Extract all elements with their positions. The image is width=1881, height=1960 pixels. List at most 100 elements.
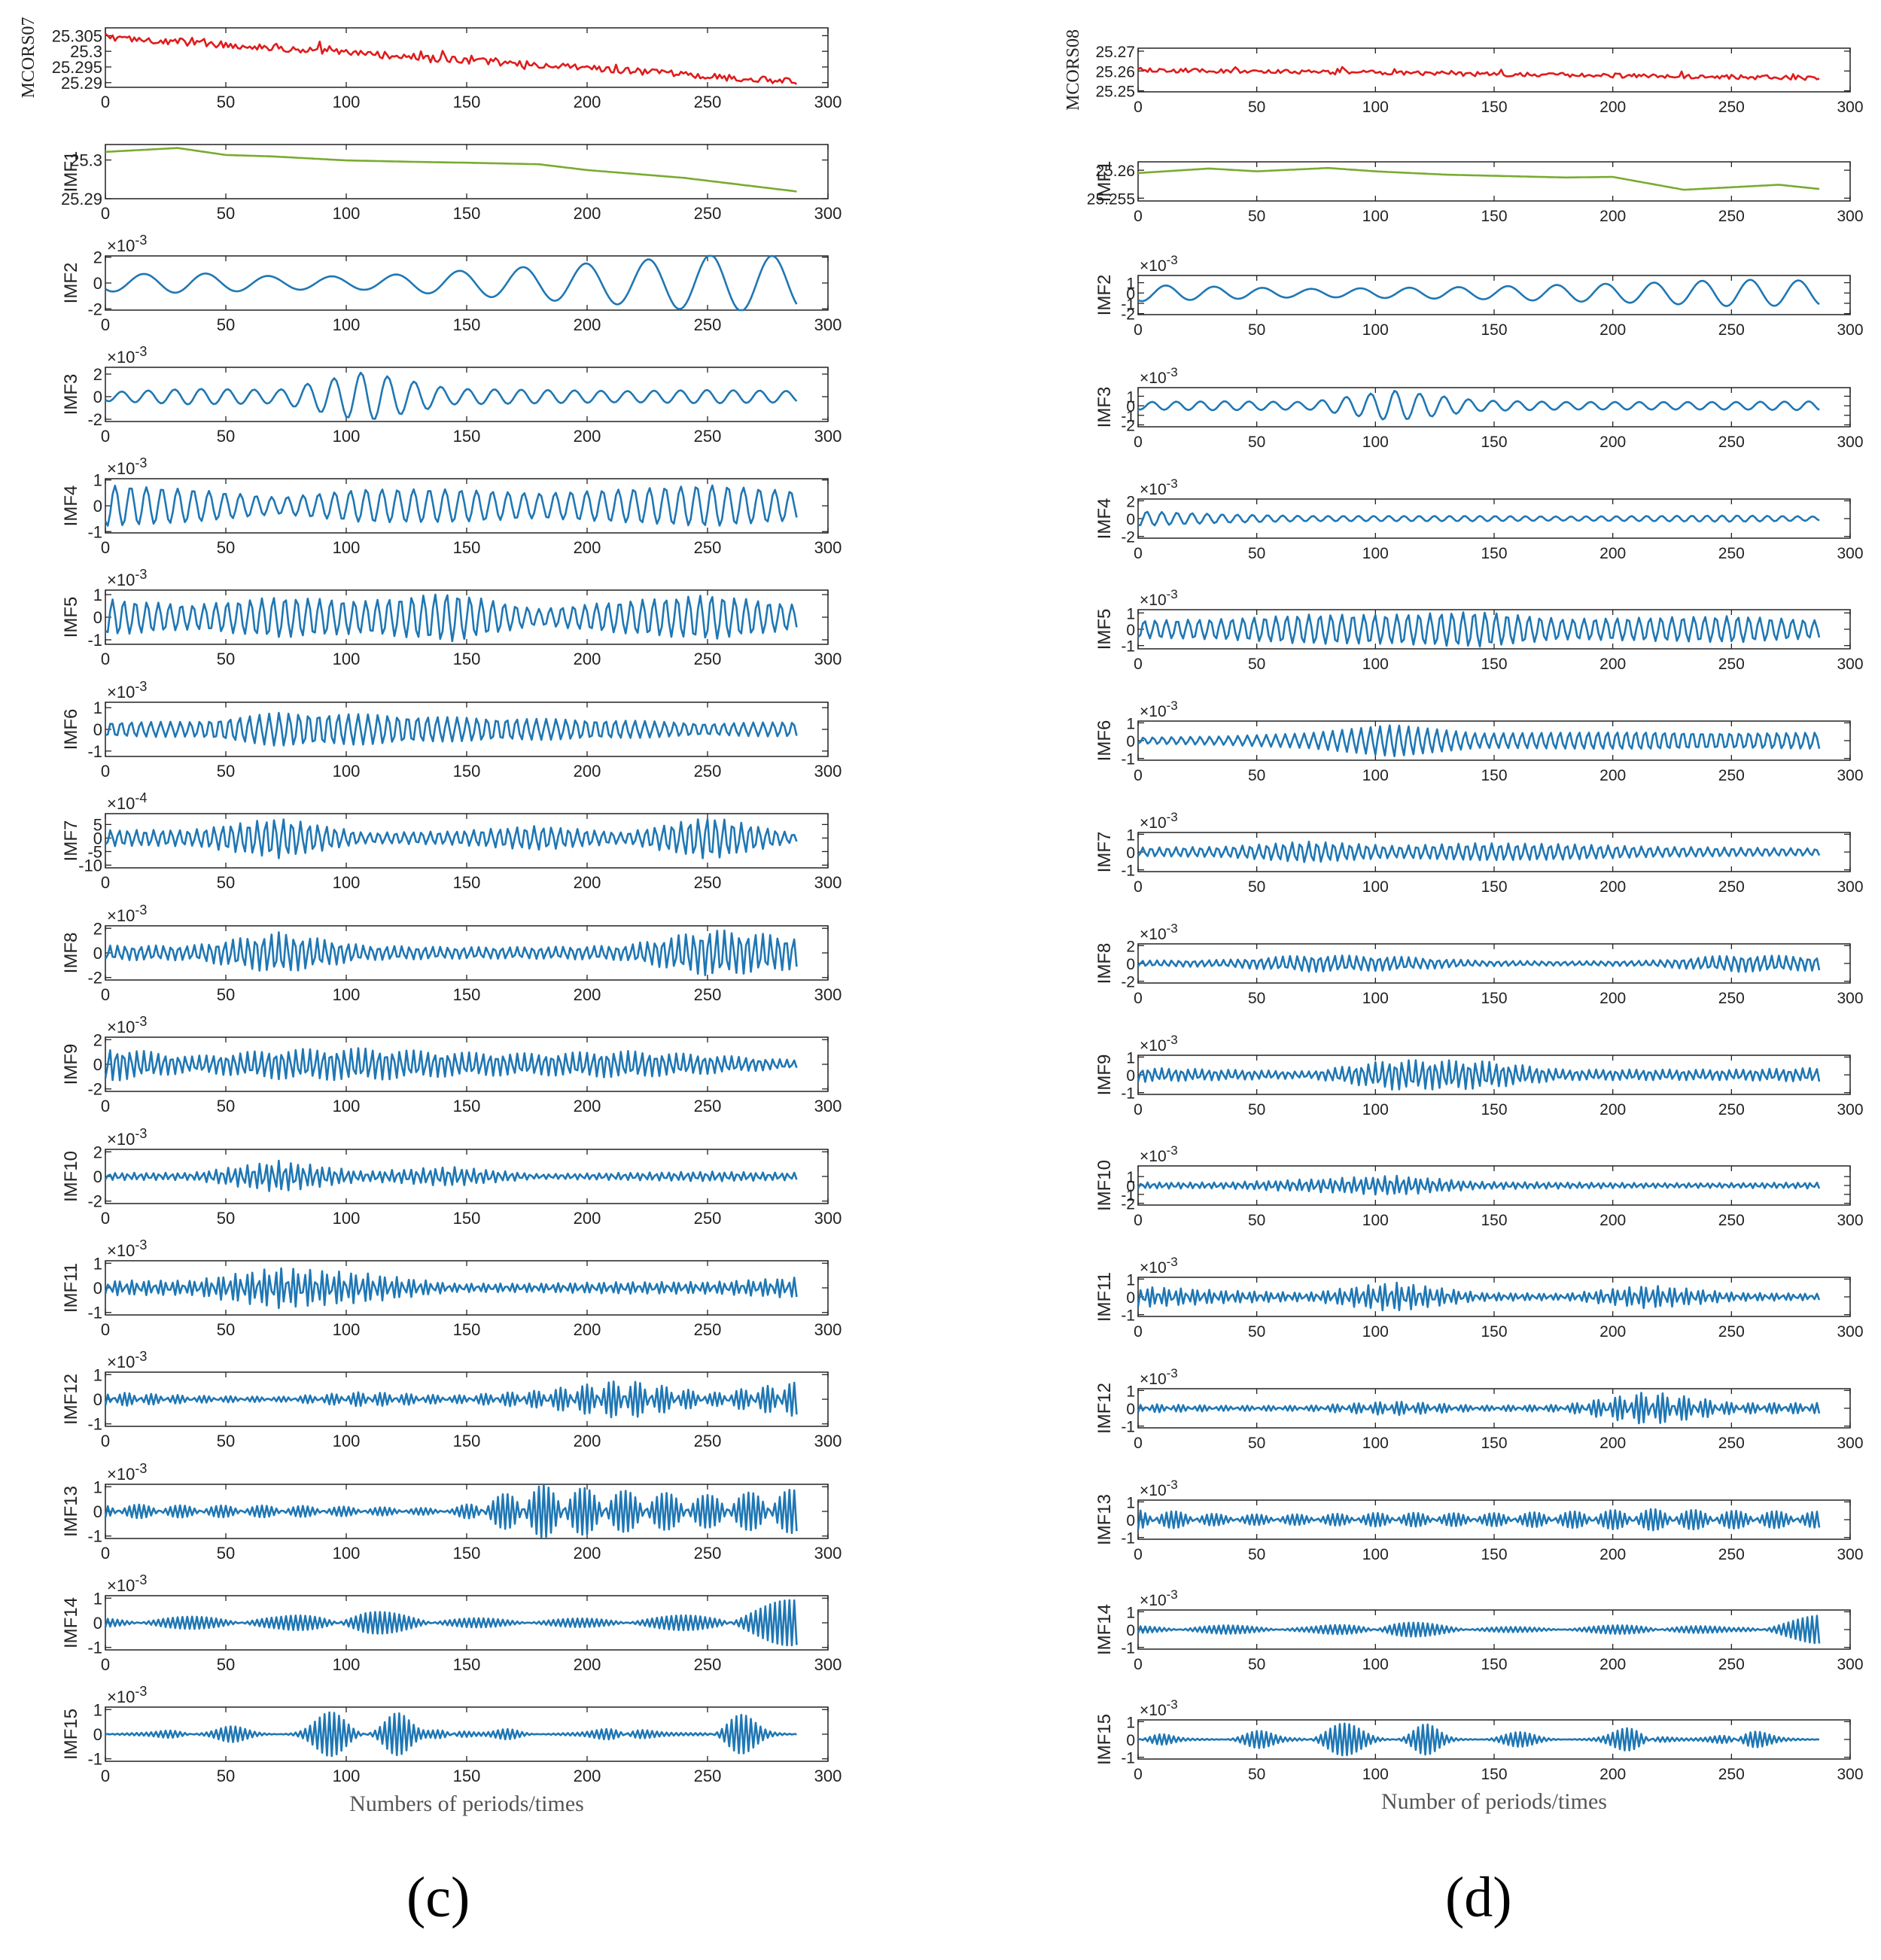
x-tick-label: 100: [1362, 208, 1389, 225]
y-tick-label: 1: [93, 1700, 102, 1719]
x-tick-label: 50: [217, 1655, 235, 1674]
x-tick-label: 0: [101, 1767, 110, 1785]
x-tick-label: 0: [1134, 1766, 1143, 1783]
y-tick-label: -2: [1121, 417, 1135, 434]
y-tick-label: 1: [1126, 1169, 1135, 1186]
x-tick-label: 0: [101, 985, 110, 1004]
series-line-imf9: [1137, 1059, 1821, 1091]
x-tick-label: 150: [1481, 656, 1507, 673]
x-tick-label: 300: [1837, 878, 1863, 896]
x-tick-label: 50: [217, 1544, 235, 1563]
y-tick-label: 1: [1126, 1604, 1135, 1621]
x-tick-label: 250: [694, 873, 722, 892]
x-tick-label: 200: [1599, 99, 1626, 116]
y-tick-label: 1: [1126, 388, 1135, 406]
x-tick-label: 250: [694, 1209, 722, 1228]
x-tick-label: 250: [1718, 1766, 1745, 1783]
x-tick-label: 0: [101, 1209, 110, 1228]
x-tick-label: 250: [1718, 1656, 1745, 1673]
y-axis-label: MCORS08: [1064, 29, 1083, 111]
x-tick-label: 150: [453, 1320, 481, 1339]
y-tick-label: 0: [93, 608, 102, 627]
x-tick-label: 250: [694, 1767, 722, 1785]
y-exponent-label: ×10-3: [1140, 365, 1178, 387]
y-tick-label: 2: [93, 1030, 102, 1049]
x-tick-label: 200: [574, 93, 601, 111]
x-tick-label: 0: [1134, 99, 1143, 116]
y-exponent-label: ×10-3: [1140, 921, 1178, 943]
x-tick-label: 200: [1599, 1101, 1626, 1118]
y-tick-label: 0: [1126, 1067, 1135, 1085]
x-tick-label: 0: [1134, 434, 1143, 451]
y-axis-label: IMF13: [1094, 1494, 1115, 1545]
x-tick-label: 150: [453, 427, 481, 446]
x-tick-label: 100: [333, 538, 361, 557]
x-tick-label: 0: [1134, 990, 1143, 1007]
x-tick-label: 300: [1837, 1656, 1863, 1673]
y-axis-label: IMF2: [1094, 275, 1115, 316]
x-tick-label: 100: [333, 1544, 361, 1563]
y-tick-label: 0: [1126, 845, 1135, 862]
y-axis-label: IMF8: [1094, 943, 1115, 985]
y-tick-label: 1: [1126, 275, 1135, 293]
series-line-imf15: [105, 1711, 797, 1758]
y-axis-label: IMF1: [61, 151, 81, 193]
y-axis-label: IMF10: [1094, 1160, 1115, 1211]
x-tick-label: 250: [694, 315, 722, 334]
x-tick-label: 100: [1362, 1435, 1389, 1452]
x-tick-label: 300: [1837, 656, 1863, 673]
x-tick-label: 100: [1362, 545, 1389, 562]
y-tick-label: 2: [1126, 938, 1135, 955]
y-tick-label: 2: [93, 365, 102, 384]
y-axis-label: IMF14: [1094, 1604, 1115, 1655]
x-tick-label: 150: [1481, 208, 1507, 225]
x-tick-label: 300: [1837, 208, 1863, 225]
x-tick-label: 150: [1481, 434, 1507, 451]
y-tick-label: 0: [93, 720, 102, 739]
y-tick-label: 1: [1126, 1049, 1135, 1067]
x-tick-label: 200: [574, 650, 601, 668]
x-tick-label: 50: [217, 873, 235, 892]
y-tick-label: 2: [93, 919, 102, 938]
y-tick-label: -1: [1121, 1530, 1135, 1548]
x-tick-label: 300: [814, 650, 842, 668]
x-tick-label: 150: [1481, 990, 1507, 1007]
y-axis-label: IMF15: [1094, 1714, 1115, 1765]
series-line-imf2: [1137, 278, 1820, 307]
x-tick-label: 50: [1248, 99, 1265, 116]
x-tick-label: 100: [333, 762, 361, 781]
x-tick-label: 300: [1837, 321, 1863, 339]
x-tick-label: 300: [1837, 990, 1863, 1007]
y-axis-label: IMF1: [1094, 161, 1115, 202]
y-tick-label: 25.29: [61, 74, 102, 93]
x-tick-label: 50: [1248, 1101, 1265, 1118]
y-tick-label: 0: [1126, 1512, 1135, 1529]
x-tick-label: 50: [217, 315, 235, 334]
y-tick-label: 0: [93, 1614, 102, 1633]
x-tick-label: 100: [1362, 990, 1389, 1007]
x-tick-label: 250: [694, 204, 722, 223]
x-tick-label: 200: [1599, 990, 1626, 1007]
series-line-imf2: [105, 254, 798, 312]
x-tick-label: 300: [814, 1209, 842, 1228]
y-exponent-label: ×10-3: [107, 679, 147, 702]
series-line-imf5: [105, 593, 798, 643]
x-tick-label: 200: [1599, 1435, 1626, 1452]
y-axis-label: IMF8: [61, 933, 81, 974]
y-tick-label: -1: [87, 1639, 102, 1657]
x-tick-label: 300: [814, 1767, 842, 1785]
x-tick-label: 200: [1599, 208, 1626, 225]
chart-panel-d: 0 50 100 150 200 250 30025.2725.2625.25MCORS08…: [1064, 29, 1864, 1814]
y-axis-label: IMF12: [61, 1374, 81, 1425]
